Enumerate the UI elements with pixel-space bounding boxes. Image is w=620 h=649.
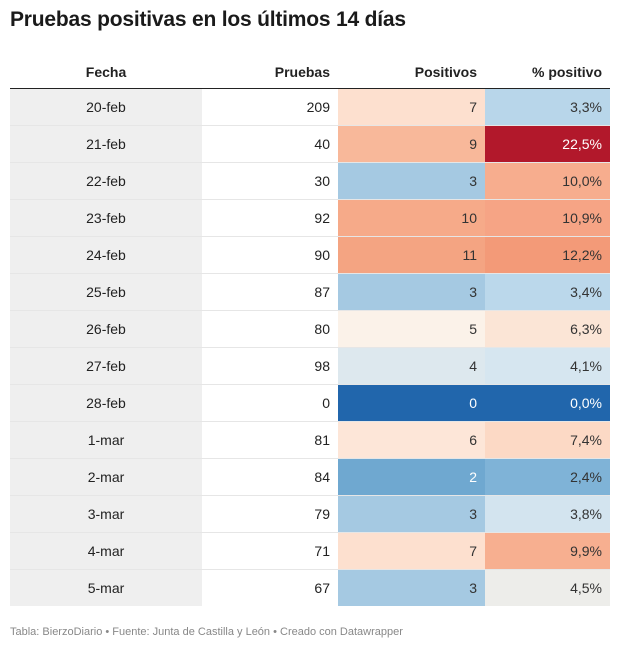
column-header-porcentaje[interactable]: % positivo [485,55,610,89]
cell-fecha: 4-mar [10,532,202,570]
cell-pruebas: 81 [202,421,338,459]
cell-positivos: 9 [338,125,485,163]
cell-positivos: 4 [338,347,485,385]
cell-fecha: 24-feb [10,236,202,274]
cell-fecha: 25-feb [10,273,202,311]
cell-positivos: 2 [338,458,485,496]
chart-title: Pruebas positivas en los últimos 14 días [10,8,406,31]
header-row: Fecha Pruebas Positivos % positivo [10,55,610,89]
cell-fecha: 27-feb [10,347,202,385]
cell-positivos: 7 [338,532,485,570]
cell-porcentaje: 4,5% [485,569,610,606]
table-row: 28-feb 0 0 0,0% [10,384,610,422]
cell-fecha: 23-feb [10,199,202,237]
cell-pruebas: 92 [202,199,338,237]
cell-porcentaje: 2,4% [485,458,610,496]
cell-pruebas: 209 [202,88,338,126]
cell-pruebas: 40 [202,125,338,163]
cell-porcentaje: 0,0% [485,384,610,422]
cell-porcentaje: 7,4% [485,421,610,459]
cell-pruebas: 67 [314,580,330,596]
cell-fecha: 1-mar [10,421,202,459]
cell-fecha: 20-feb [10,88,202,126]
cell-pruebas: 90 [202,236,338,274]
cell-pruebas: 87 [202,273,338,311]
table-row: 21-feb 40 9 22,5% [10,125,610,163]
cell-porcentaje: 9,9% [485,532,610,570]
cell-porcentaje: 4,1% [485,347,610,385]
cell-fecha: 3-mar [10,495,202,533]
cell-porcentaje: 12,2% [485,236,610,274]
data-table: Fecha Pruebas Positivos % positivo 20-fe… [10,55,610,606]
cell-pruebas: 98 [202,347,338,385]
cell-positivos: 3 [338,569,485,606]
table-row: 24-feb 90 11 12,2% [10,236,610,274]
cell-positivos: 3 [338,162,485,200]
cell-porcentaje: 22,5% [485,125,610,163]
column-header-pruebas[interactable]: Pruebas [202,55,338,89]
column-header-positivos[interactable]: Positivos [338,55,485,89]
cell-positivos: 5 [338,310,485,348]
table-row: 3-mar 79 3 3,8% [10,495,610,533]
table-row: 26-feb 80 5 6,3% [10,310,610,348]
cell-positivos: 11 [338,236,485,274]
footer-credits: Tabla: BierzoDiario • Fuente: Junta de C… [10,626,403,638]
column-header-fecha[interactable]: Fecha [10,55,202,89]
table-row: 5-mar 67 3 4,5% [10,569,610,606]
cell-pruebas: 79 [202,495,338,533]
cell-fecha: 22-feb [10,162,202,200]
table-row: 1-mar 81 6 7,4% [10,421,610,459]
cell-positivos: 0 [338,384,485,422]
cell-porcentaje: 6,3% [485,310,610,348]
table-row: 22-feb 30 3 10,0% [10,162,610,200]
cell-porcentaje: 3,8% [485,495,610,533]
cell-positivos: 3 [338,495,485,533]
table-row: 25-feb 87 3 3,4% [10,273,610,311]
cell-porcentaje: 3,4% [485,273,610,311]
cell-pruebas: 80 [202,310,338,348]
cell-pruebas: 84 [202,458,338,496]
cell-pruebas: 71 [202,532,338,570]
cell-positivos: 3 [338,273,485,311]
cell-positivos: 10 [338,199,485,237]
table-row: 2-mar 84 2 2,4% [10,458,610,496]
cell-fecha: 26-feb [10,310,202,348]
table-row: 23-feb 92 10 10,9% [10,199,610,237]
table-body: 20-feb 209 7 3,3% 21-feb 40 9 22,5% 22-feb 30 3 10,… [10,88,610,606]
cell-fecha: 21-feb [10,125,202,163]
cell-positivos: 7 [338,88,485,126]
cell-fecha: 28-feb [10,384,202,422]
cell-pruebas: 30 [202,162,338,200]
table-row: 20-feb 209 7 3,3% [10,88,610,126]
cell-pruebas: 0 [202,384,338,422]
cell-porcentaje: 3,3% [485,88,610,126]
cell-positivos: 6 [338,421,485,459]
table-row: 4-mar 71 7 9,9% [10,532,610,570]
cell-porcentaje: 10,9% [485,199,610,237]
cell-fecha: 5-mar [10,569,202,606]
table-row: 27-feb 98 4 4,1% [10,347,610,385]
cell-fecha: 2-mar [10,458,202,496]
cell-porcentaje: 10,0% [485,162,610,200]
